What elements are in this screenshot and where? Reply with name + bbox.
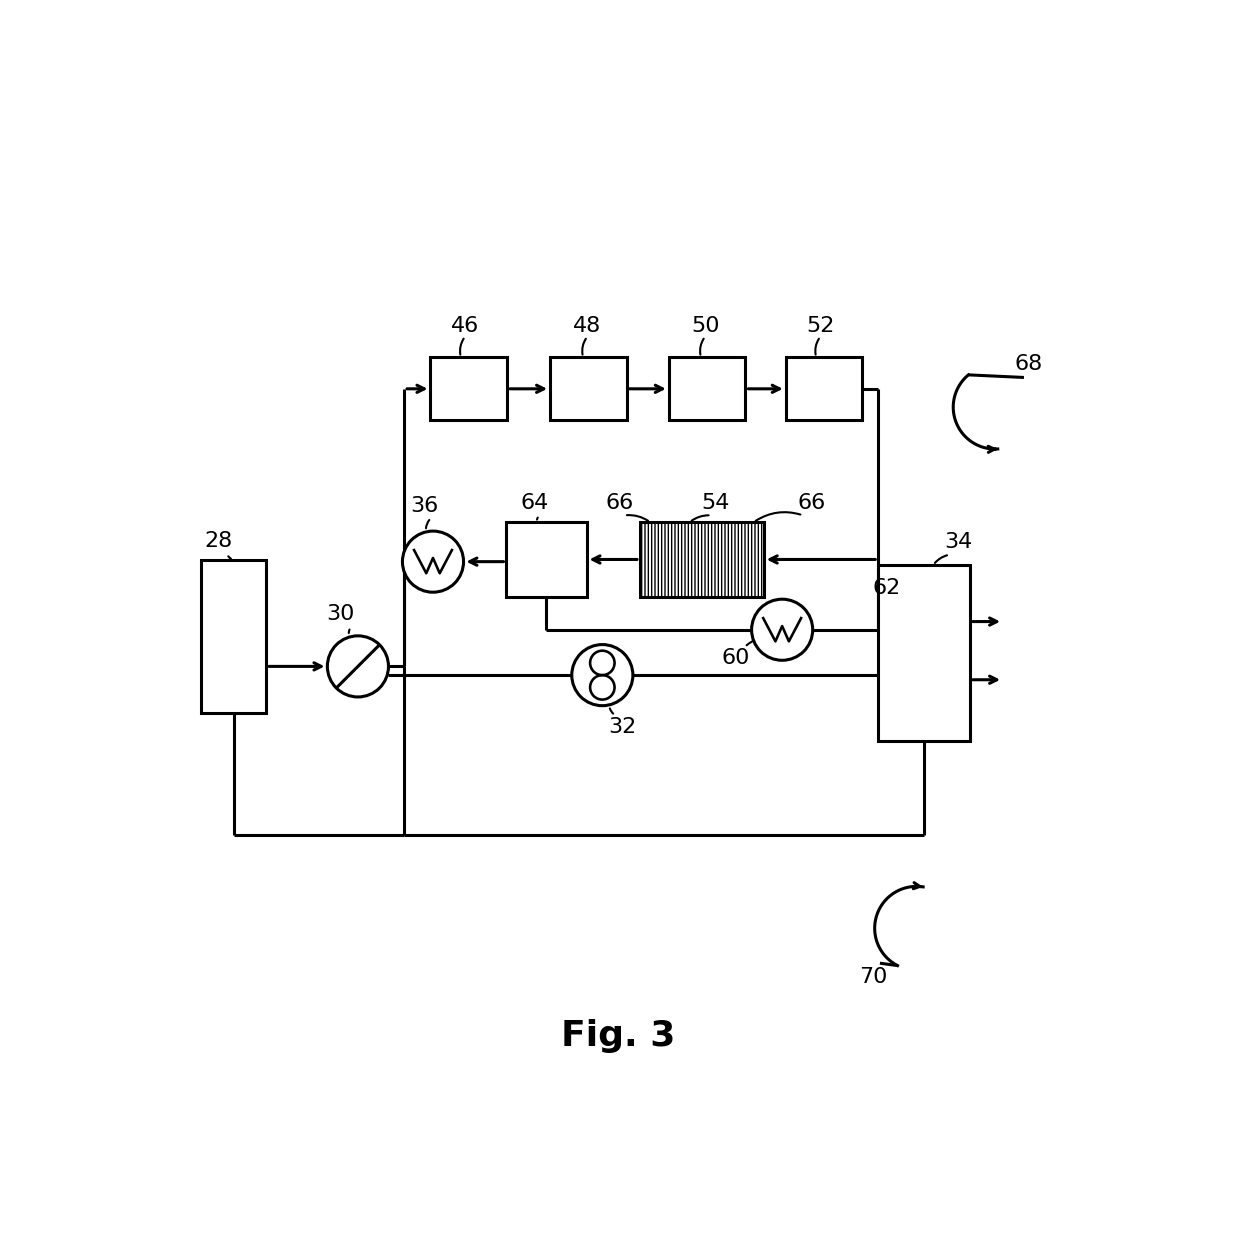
Text: 34: 34: [945, 532, 972, 552]
Text: 68: 68: [1014, 353, 1043, 374]
Bar: [668, 358, 745, 420]
Circle shape: [751, 600, 812, 661]
Bar: [201, 560, 267, 713]
Text: 30: 30: [326, 604, 355, 624]
Bar: [430, 358, 507, 420]
Text: 60: 60: [722, 647, 750, 667]
Text: 66: 66: [605, 493, 634, 514]
Bar: [506, 522, 587, 596]
Bar: [640, 522, 764, 596]
Text: Fig. 3: Fig. 3: [560, 1019, 676, 1052]
Circle shape: [327, 636, 388, 697]
Circle shape: [572, 645, 632, 706]
Text: 64: 64: [521, 493, 549, 514]
Text: 66: 66: [797, 493, 826, 514]
Bar: [878, 565, 970, 742]
Circle shape: [403, 531, 464, 592]
Text: 50: 50: [691, 315, 719, 335]
Bar: [551, 358, 626, 420]
Text: 54: 54: [702, 493, 730, 514]
Bar: [786, 358, 863, 420]
Text: 46: 46: [451, 315, 480, 335]
Text: 28: 28: [205, 531, 232, 551]
Text: 32: 32: [609, 717, 636, 737]
Text: 52: 52: [806, 315, 835, 335]
Text: 48: 48: [573, 315, 601, 335]
Text: 36: 36: [410, 496, 439, 516]
Text: 70: 70: [859, 968, 887, 988]
Text: 62: 62: [873, 577, 901, 597]
